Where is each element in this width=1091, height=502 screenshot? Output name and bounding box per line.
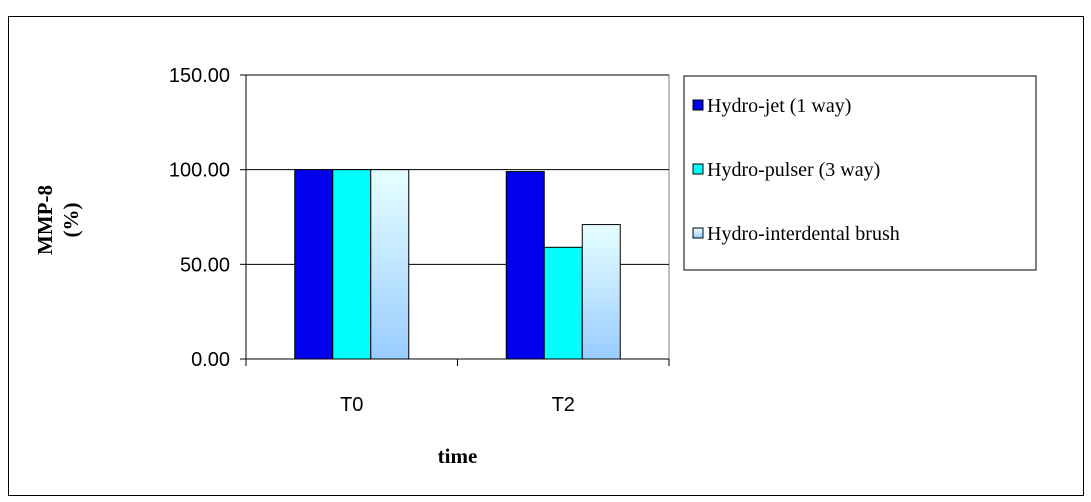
bar-2-t2: [543, 246, 583, 360]
y-tick-label: 0.00: [191, 349, 230, 371]
legend-swatch-1: [692, 99, 704, 111]
y-tick-label: 50.00: [180, 254, 230, 276]
bar-3-t0: [370, 169, 410, 360]
y-axis-title-line: (%): [59, 203, 83, 238]
legend-label-1: Hydro-jet (1 way): [707, 95, 851, 117]
legend-box: [683, 75, 1037, 271]
legend-label-3: Hydro-interdental brush: [707, 223, 900, 245]
legend-label-2: Hydro-pulser (3 way): [707, 159, 880, 181]
y-axis-title-line: MMP-8: [33, 185, 57, 255]
bar-2-t0: [332, 169, 372, 360]
x-tick-label: T2: [552, 394, 575, 416]
y-tick-label: 100.00: [169, 160, 230, 182]
bar-3-t2: [581, 224, 621, 360]
legend-swatch-3: [692, 227, 704, 239]
y-axis-title: MMP-8(%): [33, 185, 83, 255]
x-axis-title: time: [438, 444, 478, 468]
bar-1-t2: [505, 171, 545, 360]
legend-swatch-2: [692, 163, 704, 175]
x-tick-label: T0: [340, 394, 363, 416]
y-tick-label: 150.00: [169, 65, 230, 87]
bar-1-t0: [294, 169, 334, 360]
